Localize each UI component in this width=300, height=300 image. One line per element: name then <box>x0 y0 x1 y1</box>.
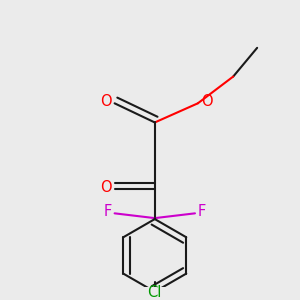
Text: O: O <box>100 181 112 196</box>
Text: O: O <box>201 94 212 110</box>
Text: F: F <box>103 204 112 219</box>
Text: Cl: Cl <box>148 284 162 299</box>
Text: F: F <box>198 204 206 219</box>
Text: O: O <box>100 94 112 110</box>
